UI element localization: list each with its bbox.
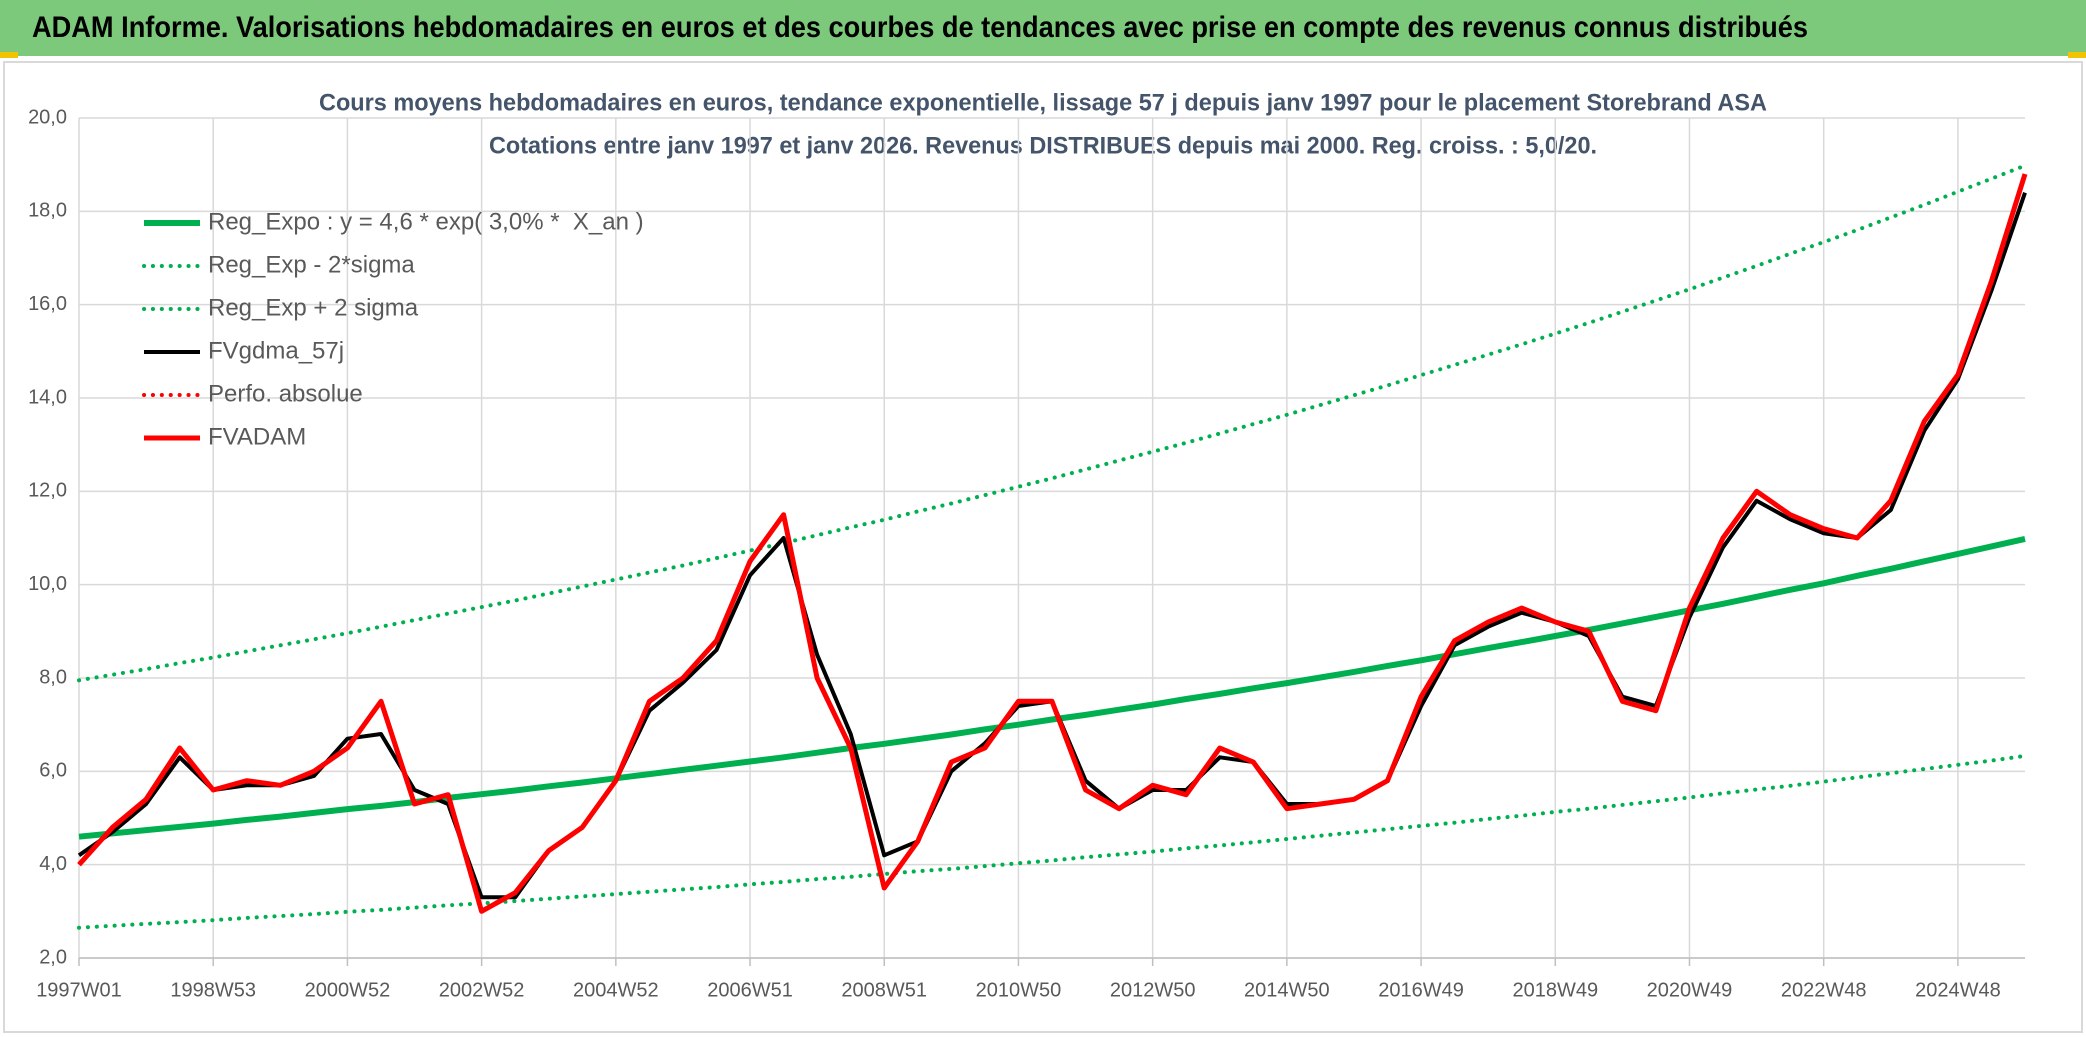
x-tick-label: 2010W50 [976, 979, 1062, 1001]
legend-label: Reg_Exp - 2*sigma [208, 251, 415, 278]
series-line [78, 535, 2026, 840]
header-bar [0, 0, 2086, 56]
page-title: ADAM Informe. Valorisations hebdomadaire… [32, 11, 1808, 44]
x-tick-label: 2020W49 [1647, 979, 1733, 1001]
legend-label: FVADAM [208, 423, 306, 450]
x-tick-label: 2000W52 [305, 979, 391, 1001]
x-tick-label: 2008W51 [841, 979, 927, 1001]
chart-subtitle: Cotations entre janv 1997 et janv 2026. … [489, 132, 1597, 159]
legend-label: Reg_Expo : y = 4,6 * exp( 3,0% * X_an ) [208, 208, 644, 235]
y-tick-label: 14,0 [28, 386, 67, 408]
series-line [77, 173, 2028, 914]
legend: Reg_Expo : y = 4,6 * exp( 3,0% * X_an ) R… [142, 208, 644, 450]
series-line [77, 753, 2027, 930]
corner-mark [0, 52, 18, 58]
legend-label: FVgdma_57j [208, 337, 344, 364]
series-line [77, 163, 2027, 683]
y-tick-label: 2,0 [39, 946, 67, 968]
x-tick-label: 2006W51 [707, 979, 793, 1001]
x-tick-label: 2024W48 [1915, 979, 2001, 1001]
y-tick-label: 6,0 [39, 760, 67, 782]
x-tick-label: 2014W50 [1244, 979, 1330, 1001]
legend-label: Perfo. absolue [208, 380, 363, 407]
corner-mark [2068, 52, 2086, 58]
plot-lines [77, 163, 2028, 930]
x-tick-label: 2012W50 [1110, 979, 1196, 1001]
x-tick-label: 2018W49 [1512, 979, 1598, 1001]
x-tick-label: 2016W49 [1378, 979, 1464, 1001]
y-tick-label: 18,0 [28, 200, 67, 222]
y-tick-label: 10,0 [28, 573, 67, 595]
y-tick-label: 8,0 [39, 666, 67, 688]
x-tick-label: 1997W01 [36, 979, 122, 1001]
x-tick-label: 2004W52 [573, 979, 659, 1001]
x-tick-label: 1998W53 [170, 979, 256, 1001]
y-tick-label: 20,0 [28, 106, 67, 128]
chart-frame [3, 61, 2083, 1033]
x-tick-label: 2002W52 [439, 979, 525, 1001]
grid: 2,0 4,0 6,0 8,0 10,0 12,0 14,0 16,0 18,0 20,0 1997… [28, 106, 2025, 1001]
y-tick-label: 12,0 [28, 480, 67, 502]
x-tick-label: 2022W48 [1781, 979, 1867, 1001]
y-tick-label: 16,0 [28, 293, 67, 315]
legend-label: Reg_Exp + 2 sigma [208, 294, 419, 321]
chart-subtitle: Cours moyens hebdomadaires en euros, ten… [319, 89, 1767, 116]
y-tick-label: 4,0 [39, 853, 67, 875]
